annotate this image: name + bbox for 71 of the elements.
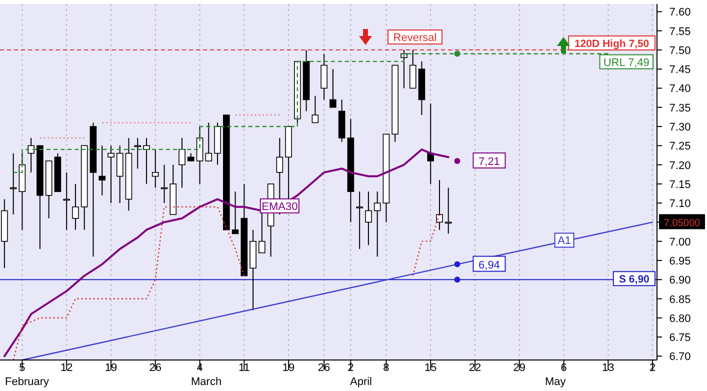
candlestick (134, 137, 142, 170)
y-tick-label: 7.60 (669, 6, 691, 19)
line-series (12, 206, 245, 361)
y-tick-label: 6.85 (669, 294, 691, 306)
y-tick-label: 7.20 (669, 160, 691, 172)
y-tick-label: 7.35 (669, 102, 691, 114)
ref-line-label: 120D High 7,50 (574, 38, 650, 50)
x-tick-label: 26 (149, 362, 162, 374)
y-tick-label: 6.70 (669, 351, 691, 364)
candlestick (330, 68, 336, 108)
y-tick-label: 7.10 (669, 198, 691, 210)
series-label: A1 (558, 235, 572, 248)
y-tick-label: 7.25 (669, 140, 691, 153)
candlestick (356, 191, 363, 250)
candlestick (232, 191, 239, 234)
y-tick-label: 6.75 (669, 332, 691, 344)
candlestick (427, 103, 434, 184)
point (454, 276, 460, 283)
x-tick-label: 29 (513, 362, 526, 374)
x-tick-label: 12 (60, 362, 73, 374)
y-tick-label: 6.80 (669, 312, 691, 325)
candlestick (108, 145, 114, 204)
y-tick-label: 7.45 (669, 64, 691, 76)
candlestick (409, 49, 416, 89)
x-tick-label: 19 (282, 362, 295, 374)
candlestick (98, 145, 106, 196)
x-tick-label: 26 (318, 362, 330, 374)
candlestick (72, 183, 79, 230)
series-label: URL 7,49 (603, 56, 650, 69)
x-tick-label: 19 (104, 362, 118, 374)
x-tick-label: 8 (383, 362, 390, 374)
y-tick-label: 7.00 (669, 236, 691, 248)
x-tick-label: 13 (602, 362, 614, 374)
y-tick-label: 6.90 (669, 274, 691, 287)
annotation: Reversal (393, 32, 437, 44)
candlestick (205, 122, 212, 162)
candlestick (63, 172, 70, 230)
text: February (5, 376, 50, 388)
candlestick (28, 137, 34, 173)
x-tick-label: 6 (560, 362, 567, 374)
candlestick (152, 148, 159, 188)
candlestick (143, 137, 150, 184)
text: April (350, 376, 372, 388)
y-tick-label: 7.55 (669, 26, 691, 38)
text: May (545, 376, 566, 388)
y-tick-label: 7.30 (669, 121, 691, 134)
line-series (3, 148, 450, 358)
x-tick-label: 22 (468, 362, 482, 374)
annotation: 7,21 (478, 156, 500, 168)
text: March (191, 376, 222, 388)
candlestick (365, 191, 372, 246)
candlestick (444, 187, 452, 234)
x-tick-label: 2 (650, 362, 656, 374)
candlestick (116, 145, 124, 204)
y-tick-label: 7.50 (669, 44, 691, 57)
point (454, 261, 460, 268)
annotation: 6,94 (478, 259, 500, 272)
y-tick-label: 6.95 (669, 255, 691, 268)
candlestick (178, 137, 186, 188)
x-tick-label: 15 (424, 362, 437, 374)
point (454, 158, 460, 164)
point (454, 50, 460, 57)
candlestick (374, 191, 381, 258)
y-tick-label: 7.15 (669, 178, 691, 191)
y-tick-label: 7.40 (669, 83, 691, 96)
x-tick-label: 11 (238, 362, 250, 374)
candlestick (312, 95, 319, 124)
text: 7.05000 (664, 218, 701, 230)
candlestick (320, 53, 328, 100)
ref-line-label: S 6,90 (619, 274, 650, 286)
candlestick (436, 180, 443, 230)
